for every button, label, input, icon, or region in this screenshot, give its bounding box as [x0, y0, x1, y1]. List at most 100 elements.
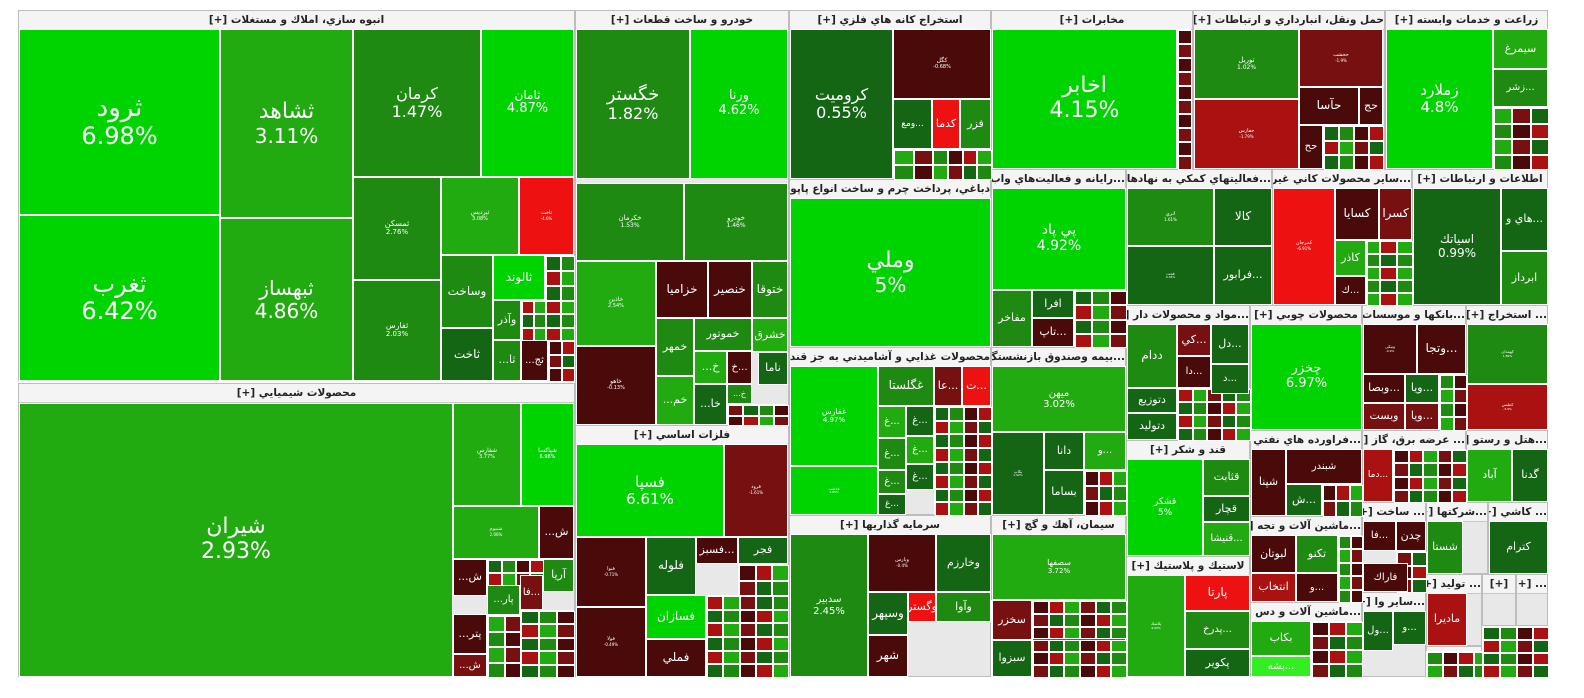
stock-tile-mini[interactable]	[1423, 476, 1438, 490]
stock-tile[interactable]: كدما	[932, 99, 960, 149]
stock-tile-mini[interactable]	[739, 580, 756, 596]
stock-tile-mini[interactable]	[1339, 589, 1351, 603]
stock-tile-mini[interactable]	[963, 475, 978, 489]
stock-tile-mini[interactable]	[1092, 291, 1110, 306]
stock-tile-mini[interactable]	[1351, 549, 1363, 563]
sector-title[interactable]: ... توليد [+]	[1427, 575, 1481, 594]
stock-tile-mini[interactable]	[949, 461, 964, 476]
stock-tile[interactable]: فجت 0.34%	[1127, 246, 1214, 305]
stock-tile-mini[interactable]	[772, 637, 789, 651]
stock-tile[interactable]: ...غ	[878, 494, 906, 515]
stock-tile[interactable]: ...غ	[878, 470, 906, 494]
stock-tile-mini[interactable]	[758, 415, 774, 426]
stock-tile-mini[interactable]	[739, 637, 757, 651]
stock-tile-mini[interactable]	[1483, 639, 1500, 653]
stock-tile-mini[interactable]	[1048, 665, 1065, 678]
stock-tile-mini[interactable]	[1033, 665, 1049, 678]
stock-tile-mini[interactable]	[1408, 463, 1424, 477]
stock-tile-mini[interactable]	[1075, 291, 1093, 306]
stock-tile-mini[interactable]	[1339, 140, 1354, 156]
stock-tile[interactable]: اسياتك 0.99%	[1413, 188, 1501, 305]
stock-tile-mini[interactable]	[728, 415, 744, 426]
stock-tile-mini[interactable]	[1192, 389, 1208, 402]
stock-tile-mini[interactable]	[963, 420, 978, 435]
stock-tile-small[interactable]	[1338, 535, 1363, 603]
stock-tile[interactable]: خموتور	[694, 318, 752, 351]
stock-tile[interactable]: خا...	[694, 384, 727, 425]
stock-tile[interactable]: خودرو 1.46%	[684, 183, 788, 261]
stock-tile[interactable]: شنیوم 2.06%	[453, 506, 539, 559]
stock-tile-mini[interactable]	[1453, 389, 1467, 403]
stock-tile-mini[interactable]	[504, 631, 521, 647]
stock-tile-mini[interactable]	[963, 461, 978, 476]
stock-tile-mini[interactable]	[739, 664, 757, 678]
stock-tile[interactable]: حآسا	[1299, 87, 1359, 125]
stock-tile-mini[interactable]	[707, 609, 724, 624]
stock-tile-mini[interactable]	[1111, 601, 1127, 614]
stock-tile-mini[interactable]	[1533, 639, 1549, 653]
stock-tile-mini[interactable]	[1095, 613, 1112, 627]
stock-tile-mini[interactable]	[772, 580, 789, 596]
stock-tile-mini[interactable]	[1095, 639, 1112, 653]
stock-tile-mini[interactable]	[1437, 476, 1453, 490]
stock-tile-mini[interactable]	[1080, 665, 1096, 678]
stock-tile-mini[interactable]	[1111, 652, 1127, 666]
sector-title[interactable]: زراعت و خدمات وابسته [+]	[1386, 11, 1547, 30]
stock-tile-mini[interactable]	[1349, 485, 1363, 501]
stock-tile-mini[interactable]	[1458, 652, 1474, 665]
stock-tile-small[interactable]	[727, 404, 789, 426]
stock-tile-mini[interactable]	[894, 165, 914, 180]
stock-tile-mini[interactable]	[1369, 155, 1384, 170]
stock-tile-mini[interactable]	[1339, 155, 1354, 170]
stock-tile-mini[interactable]	[1369, 140, 1384, 156]
stock-tile-mini[interactable]	[516, 560, 530, 573]
stock-tile-mini[interactable]	[1192, 415, 1208, 428]
stock-tile[interactable]: ...ومع	[893, 99, 932, 149]
stock-tile-small[interactable]	[1032, 600, 1127, 678]
stock-tile-small[interactable]	[932, 149, 992, 180]
stock-tile[interactable]: كگل -0.68%	[893, 29, 991, 99]
stock-tile-mini[interactable]	[977, 475, 992, 489]
stock-tile[interactable]: شبندر	[1286, 449, 1362, 484]
stock-tile[interactable]: كالا	[1214, 188, 1272, 246]
stock-tile-mini[interactable]	[1178, 402, 1193, 415]
stock-tile-mini[interactable]	[707, 623, 724, 637]
stock-tile[interactable]: ثاخت -4.6%	[519, 177, 574, 255]
stock-tile-mini[interactable]	[1440, 389, 1454, 403]
stock-tile-mini[interactable]	[1324, 155, 1339, 170]
stock-tile-mini[interactable]	[1367, 254, 1380, 267]
stock-tile[interactable]: فولا -0.49%	[576, 607, 646, 677]
stock-tile-mini[interactable]	[562, 341, 575, 355]
stock-tile[interactable]: پكوير	[1185, 649, 1250, 677]
stock-tile-mini[interactable]	[546, 314, 561, 328]
stock-tile[interactable]: ش...	[539, 506, 574, 559]
stock-tile-mini[interactable]	[1452, 489, 1467, 503]
stock-tile-mini[interactable]	[772, 650, 789, 665]
stock-tile[interactable]: ش...	[453, 654, 487, 677]
stock-tile[interactable]: ثاخت	[441, 328, 493, 381]
stock-tile-mini[interactable]	[1048, 613, 1065, 627]
stock-tile-mini[interactable]	[488, 616, 505, 632]
stock-tile-small[interactable]	[1084, 470, 1127, 516]
stock-tile-mini[interactable]	[1111, 665, 1127, 678]
stock-tile-mini[interactable]	[1329, 622, 1346, 636]
stock-tile[interactable]: دانا	[1044, 432, 1084, 470]
sector-title[interactable]: اطلاعات و ارتباطات [+]	[1413, 170, 1547, 189]
stock-tile-small[interactable]	[1379, 240, 1413, 306]
stock-tile[interactable]: فجر	[738, 537, 788, 564]
stock-tile-mini[interactable]	[935, 488, 950, 503]
stock-tile[interactable]: ثپردیس 3.08%	[441, 177, 519, 255]
stock-tile[interactable]: انتخاب	[1251, 573, 1296, 602]
stock-tile[interactable]: شپاكسا 6.98%	[521, 403, 574, 506]
stock-tile-mini[interactable]	[1075, 305, 1093, 320]
stock-tile-mini[interactable]	[949, 447, 964, 462]
stock-tile[interactable]: حح	[1299, 125, 1323, 169]
stock-tile-mini[interactable]	[1048, 639, 1065, 653]
stock-tile[interactable]: ...ت	[962, 366, 991, 406]
stock-tile-mini[interactable]	[522, 314, 534, 328]
stock-tile[interactable]: بکاپ 1.92%	[992, 432, 1044, 515]
stock-tile-mini[interactable]	[1427, 652, 1443, 665]
stock-tile-mini[interactable]	[1048, 626, 1065, 640]
stock-tile-mini[interactable]	[1437, 450, 1453, 464]
stock-tile[interactable]: وآذر	[493, 300, 521, 340]
